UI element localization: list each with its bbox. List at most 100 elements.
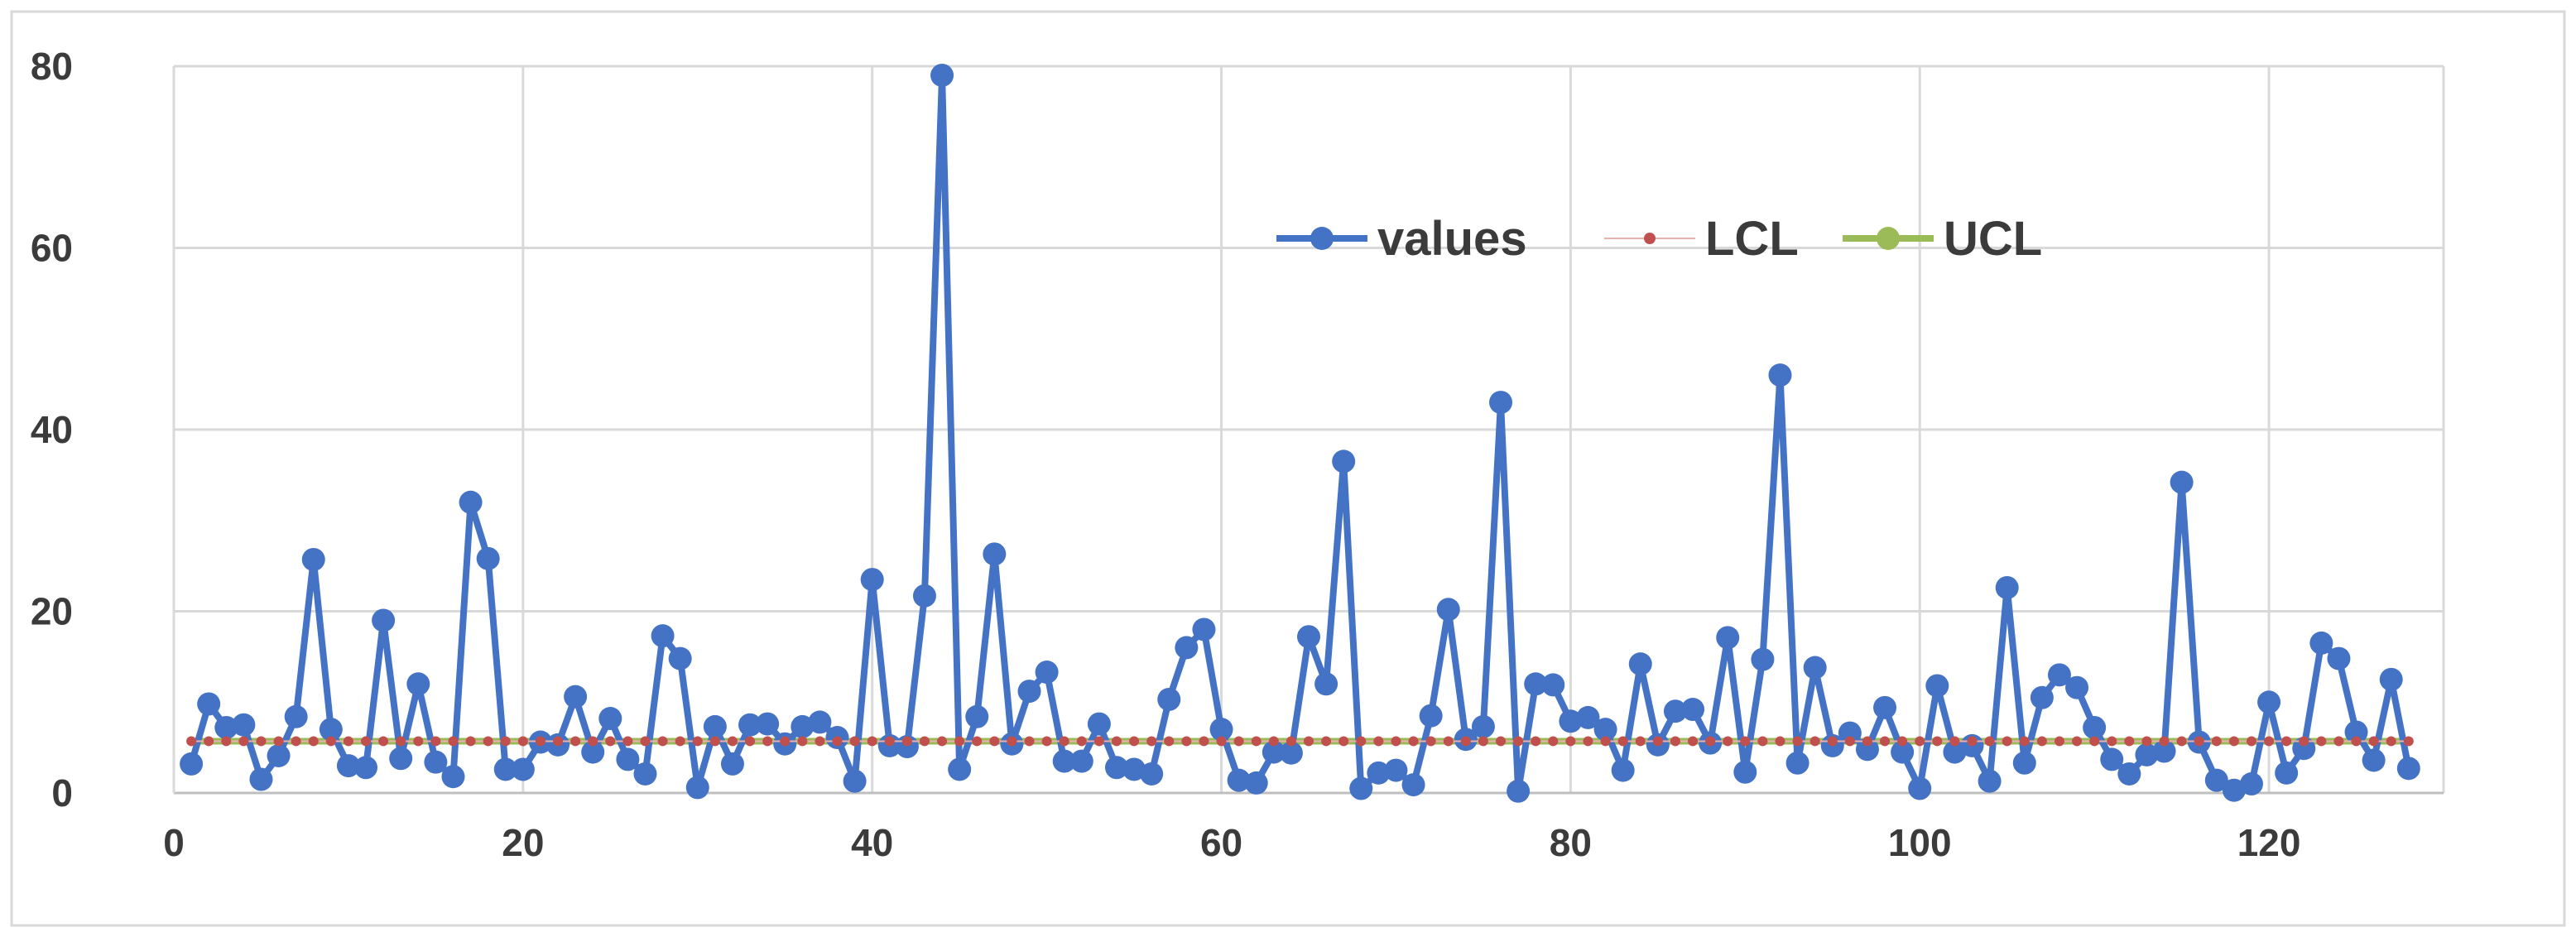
lcl-point-113	[2141, 736, 2152, 747]
values-point-89	[1716, 626, 1740, 650]
lcl-point-116	[2194, 736, 2204, 747]
values-point-81	[1576, 705, 1600, 729]
values-point-104	[1978, 769, 2002, 793]
x-tick-label-40: 40	[851, 821, 893, 864]
values-point-118	[2222, 778, 2246, 802]
values-point-59	[1192, 617, 1216, 641]
values-point-98	[1873, 695, 1897, 719]
lcl-point-13	[396, 736, 406, 747]
values-point-105	[1995, 575, 2019, 599]
values-point-61	[1227, 768, 1251, 792]
lcl-point-61	[1233, 736, 1244, 747]
lcl-point-8	[308, 736, 319, 747]
lcl-point-15	[430, 736, 441, 747]
lcl-point-53	[1093, 736, 1104, 747]
lcl-point-21	[535, 736, 545, 747]
lcl-point-55	[1129, 736, 1140, 747]
values-point-82	[1593, 718, 1617, 742]
values-point-75	[1471, 714, 1495, 738]
values-point-64	[1279, 741, 1303, 765]
values-point-49	[1017, 680, 1041, 704]
values-point-100	[1908, 776, 1932, 800]
lcl-point-28	[657, 736, 668, 747]
lcl-point-30	[692, 736, 703, 747]
lcl-point-12	[378, 736, 389, 747]
values-point-40	[860, 568, 884, 592]
values-point-37	[808, 710, 832, 734]
lcl-point-6	[273, 736, 284, 747]
lcl-point-70	[1391, 736, 1401, 747]
x-tick-label-80: 80	[1550, 821, 1592, 864]
lcl-point-29	[675, 736, 685, 747]
lcl-point-4	[238, 736, 249, 747]
lcl-point-45	[954, 736, 965, 747]
x-tick-label-60: 60	[1200, 821, 1242, 864]
values-point-27	[633, 762, 657, 786]
lcl-point-89	[1723, 736, 1733, 747]
lcl-point-44	[937, 736, 948, 747]
values-point-50	[1035, 661, 1059, 685]
lcl-point-78	[1531, 736, 1541, 747]
values-point-58	[1175, 636, 1199, 660]
lcl-point-17	[465, 736, 476, 747]
values-point-11	[354, 756, 378, 780]
lcl-point-111	[2107, 736, 2117, 747]
lcl-point-48	[1007, 736, 1017, 747]
lcl-point-59	[1199, 736, 1209, 747]
lcl-point-27	[640, 736, 651, 747]
lcl-point-9	[325, 736, 336, 747]
lcl-point-92	[1775, 736, 1785, 747]
lcl-point-105	[2002, 736, 2012, 747]
values-point-114	[2152, 739, 2176, 763]
lcl-point-10	[343, 736, 353, 747]
lcl-point-36	[797, 736, 808, 747]
values-point-90	[1733, 760, 1757, 784]
lcl-point-58	[1181, 736, 1192, 747]
lcl-point-65	[1304, 736, 1314, 747]
lcl-point-64	[1286, 736, 1296, 747]
lcl-point-109	[2072, 736, 2083, 747]
values-point-68	[1349, 776, 1373, 800]
lcl-point-100	[1915, 736, 1925, 747]
lcl-point-102	[1949, 736, 1960, 747]
lcl-point-66	[1321, 736, 1332, 747]
lcl-point-3	[221, 736, 232, 747]
lcl-point-85	[1652, 736, 1663, 747]
values-point-120	[2257, 690, 2281, 714]
values-point-43	[912, 584, 936, 608]
lcl-point-20	[517, 736, 528, 747]
values-point-66	[1314, 672, 1338, 696]
lcl-point-79	[1548, 736, 1559, 747]
lcl-point-35	[780, 736, 791, 747]
lcl-point-23	[570, 736, 581, 747]
values-point-39	[843, 769, 867, 793]
lcl-point-11	[361, 736, 372, 747]
values-point-97	[1855, 738, 1879, 762]
axes	[172, 66, 2444, 795]
lcl-point-74	[1460, 736, 1471, 747]
lcl-point-37	[815, 736, 825, 747]
lcl-point-124	[2333, 736, 2344, 747]
values-point-86	[1663, 699, 1687, 723]
values-point-70	[1384, 758, 1408, 782]
values-point-13	[389, 747, 413, 771]
lcl-point-91	[1757, 736, 1768, 747]
values-point-127	[2379, 667, 2403, 691]
lcl-point-90	[1740, 736, 1751, 747]
values-point-29	[668, 646, 692, 670]
lcl-point-57	[1164, 736, 1175, 747]
lcl-point-104	[1984, 736, 1995, 747]
lcl-point-31	[709, 736, 720, 747]
values-point-121	[2275, 761, 2299, 785]
values-point-2	[197, 692, 221, 716]
values-point-26	[616, 747, 640, 771]
values-point-30	[685, 776, 709, 800]
lcl-point-84	[1635, 736, 1646, 747]
values-point-51	[1052, 749, 1076, 773]
lcl-point-68	[1356, 736, 1367, 747]
values-point-14	[406, 672, 430, 696]
values-point-107	[2030, 685, 2054, 709]
values-point-93	[1785, 751, 1809, 775]
lcl-point-1	[186, 736, 197, 747]
legend-marker-ucl	[1877, 227, 1900, 250]
